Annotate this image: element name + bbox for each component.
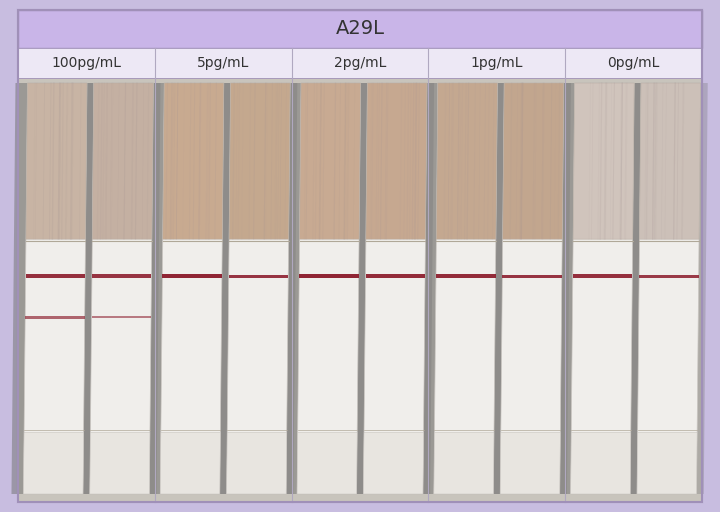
Polygon shape	[215, 83, 230, 494]
Polygon shape	[24, 432, 84, 494]
Polygon shape	[24, 83, 87, 494]
Polygon shape	[92, 83, 153, 239]
Polygon shape	[436, 274, 495, 278]
Polygon shape	[639, 274, 698, 278]
Polygon shape	[220, 83, 231, 494]
Polygon shape	[366, 274, 425, 278]
Polygon shape	[90, 432, 150, 494]
Polygon shape	[366, 83, 427, 239]
Text: 0pg/mL: 0pg/mL	[608, 56, 660, 70]
Polygon shape	[696, 83, 708, 494]
Polygon shape	[434, 83, 498, 494]
Polygon shape	[300, 83, 361, 239]
Text: 1pg/mL: 1pg/mL	[471, 56, 523, 70]
Polygon shape	[25, 316, 85, 318]
Polygon shape	[227, 432, 287, 494]
Bar	[18, 78, 702, 502]
Polygon shape	[630, 83, 642, 494]
Polygon shape	[364, 83, 427, 494]
Polygon shape	[351, 83, 367, 494]
Polygon shape	[571, 83, 634, 494]
Polygon shape	[573, 274, 632, 278]
Polygon shape	[83, 83, 94, 494]
Polygon shape	[625, 83, 641, 494]
Polygon shape	[637, 83, 701, 494]
Polygon shape	[297, 83, 361, 494]
Polygon shape	[297, 432, 357, 494]
Polygon shape	[286, 83, 297, 494]
Polygon shape	[493, 83, 505, 494]
Text: A29L: A29L	[336, 19, 384, 38]
Polygon shape	[229, 83, 290, 239]
Polygon shape	[148, 83, 164, 494]
Polygon shape	[26, 83, 87, 239]
Polygon shape	[500, 83, 564, 494]
Polygon shape	[161, 83, 224, 494]
Polygon shape	[436, 83, 498, 239]
Polygon shape	[503, 83, 564, 239]
Polygon shape	[639, 83, 701, 239]
Polygon shape	[571, 432, 631, 494]
Polygon shape	[300, 274, 359, 278]
Polygon shape	[285, 83, 301, 494]
Polygon shape	[364, 432, 423, 494]
Polygon shape	[163, 83, 224, 239]
Polygon shape	[503, 274, 562, 278]
Text: 100pg/mL: 100pg/mL	[51, 56, 122, 70]
Polygon shape	[149, 83, 161, 494]
Polygon shape	[573, 83, 634, 239]
Bar	[18, 10, 702, 48]
Polygon shape	[161, 432, 220, 494]
Polygon shape	[559, 83, 575, 494]
Polygon shape	[229, 274, 288, 278]
Polygon shape	[90, 83, 153, 494]
Polygon shape	[423, 83, 434, 494]
Polygon shape	[92, 274, 151, 278]
Polygon shape	[637, 432, 697, 494]
Polygon shape	[559, 83, 571, 494]
Bar	[18, 48, 702, 78]
Polygon shape	[91, 316, 151, 318]
Polygon shape	[356, 83, 368, 494]
Polygon shape	[26, 274, 85, 278]
Text: 5pg/mL: 5pg/mL	[197, 56, 249, 70]
Polygon shape	[434, 432, 494, 494]
Polygon shape	[12, 83, 27, 494]
Polygon shape	[163, 274, 222, 278]
Text: 2pg/mL: 2pg/mL	[334, 56, 386, 70]
Polygon shape	[227, 83, 290, 494]
Polygon shape	[422, 83, 438, 494]
Polygon shape	[500, 432, 560, 494]
Polygon shape	[78, 83, 94, 494]
Polygon shape	[488, 83, 504, 494]
